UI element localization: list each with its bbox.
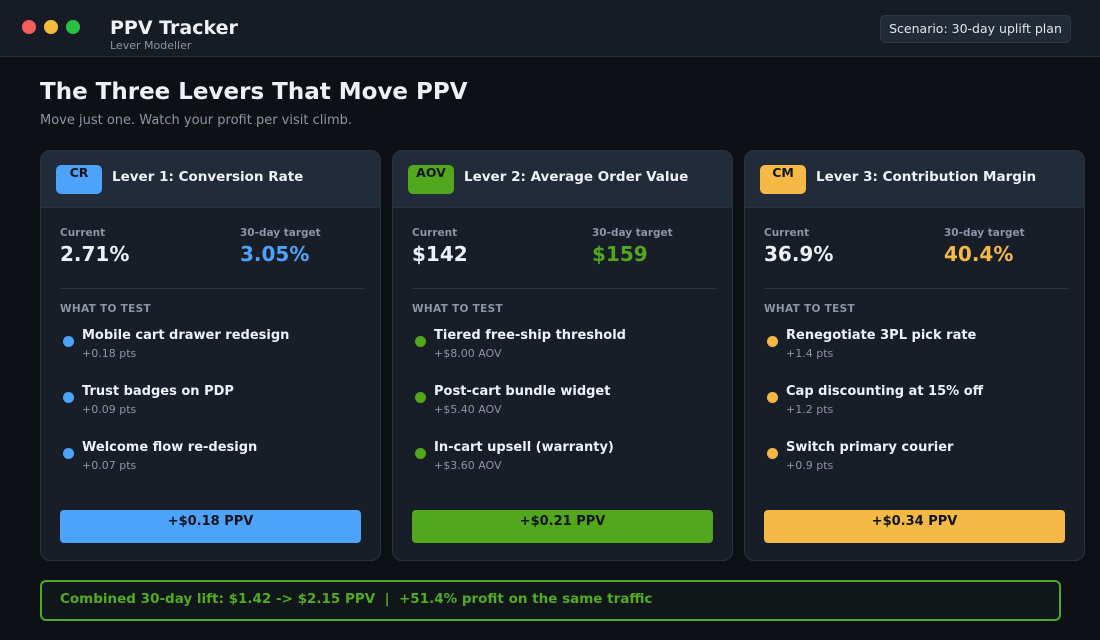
lever-card-conversion-rate: CR Lever 1: Conversion Rate Current 2.71… — [40, 150, 381, 561]
current-label: Current — [412, 227, 458, 239]
page-subtitle: Move just one. Watch your profit per vis… — [40, 113, 353, 128]
lever-card-average-order-value: AOV Lever 2: Average Order Value Current… — [392, 150, 733, 561]
bullet-icon — [63, 336, 74, 347]
page-title: The Three Levers That Move PPV — [40, 79, 468, 105]
card-title: Lever 1: Conversion Rate — [112, 169, 304, 185]
target-value: 3.05% — [240, 242, 310, 266]
bullet-icon — [63, 448, 74, 459]
test-impact: +1.4 pts — [786, 347, 834, 360]
test-name: Trust badges on PDP — [82, 384, 234, 399]
test-impact: +$3.60 AOV — [434, 459, 502, 472]
title-bar: PPV Tracker Lever Modeller Scenario: 30-… — [0, 0, 1100, 57]
target-label: 30-day target — [240, 227, 321, 239]
test-name: Welcome flow re-design — [82, 440, 258, 455]
test-name: Cap discounting at 15% off — [786, 384, 984, 399]
bullet-icon — [63, 392, 74, 403]
test-name: Mobile cart drawer redesign — [82, 328, 290, 343]
lever-badge: CM — [760, 165, 806, 194]
current-label: Current — [764, 227, 810, 239]
target-label: 30-day target — [592, 227, 673, 239]
target-value: $159 — [592, 242, 648, 266]
test-name: Switch primary courier — [786, 440, 954, 455]
bullet-icon — [767, 392, 778, 403]
bullet-icon — [767, 336, 778, 347]
test-impact: +$5.40 AOV — [434, 403, 502, 416]
card-header: AOV Lever 2: Average Order Value — [393, 151, 732, 208]
current-value: $142 — [412, 242, 468, 266]
lever-card-contribution-margin: CM Lever 3: Contribution Margin Current … — [744, 150, 1085, 561]
what-to-test-heading: WHAT TO TEST — [60, 303, 151, 315]
what-to-test-heading: WHAT TO TEST — [764, 303, 855, 315]
ppv-result-button[interactable]: +$0.34 PPV — [764, 510, 1065, 543]
test-name: Renegotiate 3PL pick rate — [786, 328, 977, 343]
ppv-result-button[interactable]: +$0.18 PPV — [60, 510, 361, 543]
divider — [764, 288, 1069, 289]
test-name: Post-cart bundle widget — [434, 384, 611, 399]
scenario-selector[interactable]: Scenario: 30-day uplift plan — [880, 15, 1071, 43]
card-title: Lever 3: Contribution Margin — [816, 169, 1037, 185]
test-impact: +0.9 pts — [786, 459, 834, 472]
combined-lift-banner: Combined 30-day lift: $1.42 -> $2.15 PPV… — [40, 580, 1061, 621]
bullet-icon — [767, 448, 778, 459]
maximize-window-button[interactable] — [66, 20, 80, 34]
card-header: CM Lever 3: Contribution Margin — [745, 151, 1084, 208]
target-label: 30-day target — [944, 227, 1025, 239]
what-to-test-heading: WHAT TO TEST — [412, 303, 503, 315]
current-value: 2.71% — [60, 242, 130, 266]
divider — [412, 288, 717, 289]
minimize-window-button[interactable] — [44, 20, 58, 34]
bullet-icon — [415, 336, 426, 347]
test-impact: +0.09 pts — [82, 403, 137, 416]
test-impact: +1.2 pts — [786, 403, 834, 416]
test-impact: +$8.00 AOV — [434, 347, 502, 360]
current-label: Current — [60, 227, 106, 239]
current-value: 36.9% — [764, 242, 834, 266]
app-subtitle: Lever Modeller — [110, 39, 192, 52]
test-impact: +0.18 pts — [82, 347, 137, 360]
test-name: In-cart upsell (warranty) — [434, 440, 614, 455]
close-window-button[interactable] — [22, 20, 36, 34]
divider — [60, 288, 365, 289]
lever-badge: AOV — [408, 165, 454, 194]
card-header: CR Lever 1: Conversion Rate — [41, 151, 380, 208]
ppv-result-button[interactable]: +$0.21 PPV — [412, 510, 713, 543]
bullet-icon — [415, 448, 426, 459]
lever-badge: CR — [56, 165, 102, 194]
test-impact: +0.07 pts — [82, 459, 137, 472]
test-name: Tiered free-ship threshold — [434, 328, 626, 343]
bullet-icon — [415, 392, 426, 403]
app-title: PPV Tracker — [110, 17, 238, 39]
target-value: 40.4% — [944, 242, 1014, 266]
card-title: Lever 2: Average Order Value — [464, 169, 689, 185]
